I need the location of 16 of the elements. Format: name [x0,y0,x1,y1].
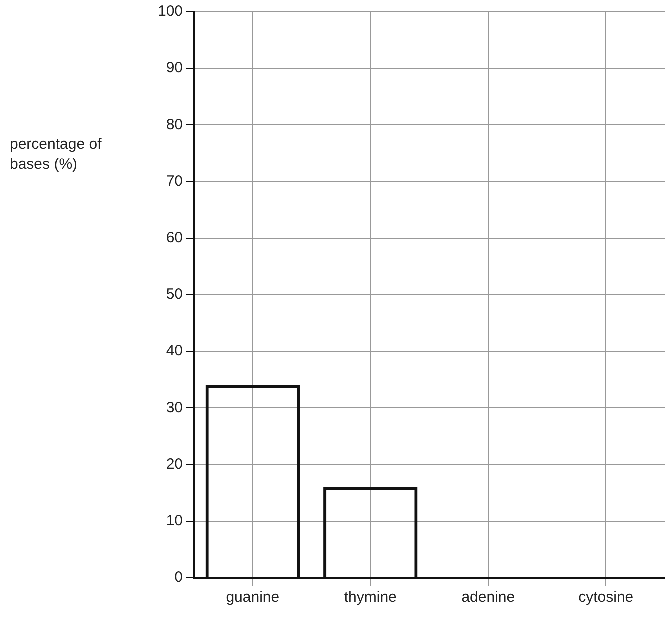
y-tick-label: 100 [158,3,184,20]
y-tick-label: 90 [166,60,184,77]
y-tick-label: 80 [166,116,184,134]
y-tick-label: 40 [166,342,184,360]
y-tick-label: 30 [166,399,184,416]
y-tick-label: 70 [166,172,184,190]
y-tick-label: 0 [174,569,184,586]
y-tick-label: 50 [166,286,184,304]
y-tick-label: 20 [166,456,184,473]
y-axis-title: percentage of bases (%) [10,135,103,175]
y-tick-label: 10 [166,512,184,530]
x-tick-label: guanine [226,589,280,606]
x-tick-label: thymine [344,589,397,606]
x-tick-label: adenine [462,589,516,606]
x-tick-label: cytosine [578,589,634,606]
y-tick-label: 60 [166,230,184,247]
